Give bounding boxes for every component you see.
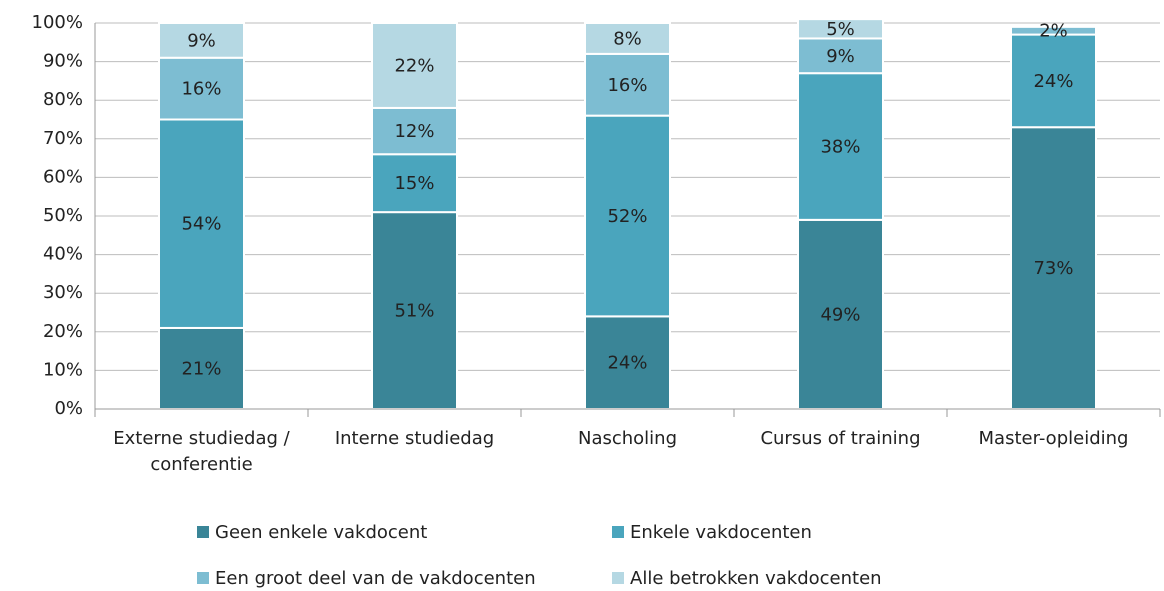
data-label: 22%	[394, 55, 434, 76]
data-label: 2%	[1039, 21, 1068, 42]
bar-segment	[1010, 33, 1097, 129]
x-tick-label: Nascholing	[577, 428, 678, 449]
data-label: 5%	[826, 19, 855, 40]
y-tick-label: 10%	[43, 359, 83, 380]
bar-segment	[1010, 126, 1097, 410]
data-label: 15%	[394, 173, 434, 194]
data-label: 38%	[820, 137, 860, 158]
data-label: 54%	[181, 214, 221, 235]
legend-swatch	[197, 526, 209, 538]
data-label: 73%	[1033, 258, 1073, 279]
legend-label: Geen enkele vakdocent	[215, 522, 427, 543]
x-tick-label: Externe studiedag / conferentie	[113, 428, 290, 475]
y-tick-label: 90%	[43, 51, 83, 72]
bar-segment	[797, 37, 884, 75]
x-tick-label: Master-opleiding	[978, 428, 1129, 449]
data-label: 16%	[607, 75, 647, 96]
bar-segment	[371, 106, 458, 156]
bar-segment	[584, 22, 671, 55]
legend-swatch	[197, 572, 209, 584]
bar-segment	[584, 114, 671, 318]
y-tick-label: 100%	[32, 12, 83, 33]
bar-segment	[584, 315, 671, 410]
y-tick-label: 60%	[43, 166, 83, 187]
bar-segment	[371, 22, 458, 109]
legend-label: Alle betrokken vakdocenten	[630, 568, 882, 589]
data-label: 24%	[1033, 71, 1073, 92]
data-label: 8%	[613, 28, 642, 49]
bar-segment	[1010, 25, 1097, 36]
data-label: 21%	[181, 358, 221, 379]
y-tick-label: 80%	[43, 89, 83, 110]
data-label: 9%	[187, 30, 216, 51]
data-label: 12%	[394, 121, 434, 142]
legend-label: Enkele vakdocenten	[630, 522, 812, 543]
y-tick-label: 20%	[43, 321, 83, 342]
y-tick-label: 70%	[43, 128, 83, 149]
data-label: 52%	[607, 206, 647, 227]
y-tick-label: 0%	[54, 398, 83, 419]
bar-segment	[797, 18, 884, 40]
x-tick-label: Cursus of training	[760, 428, 921, 449]
y-tick-label: 50%	[43, 205, 83, 226]
bar-segment	[158, 22, 245, 59]
bar-segment	[584, 52, 671, 117]
bar-segment	[371, 153, 458, 214]
x-tick-label: Interne studiedag	[334, 428, 495, 449]
legend-swatch	[612, 572, 624, 584]
data-label: 51%	[394, 301, 434, 322]
bar-segment	[797, 72, 884, 221]
data-label: 49%	[820, 304, 860, 325]
y-tick-label: 40%	[43, 244, 83, 265]
y-tick-label: 30%	[43, 282, 83, 303]
legend-swatch	[612, 526, 624, 538]
data-label: 24%	[607, 353, 647, 374]
bar-segment	[797, 218, 884, 410]
data-label: 9%	[826, 46, 855, 67]
bar-segment	[371, 211, 458, 410]
legend-label: Een groot deel van de vakdocenten	[215, 568, 536, 589]
data-label: 16%	[181, 79, 221, 100]
